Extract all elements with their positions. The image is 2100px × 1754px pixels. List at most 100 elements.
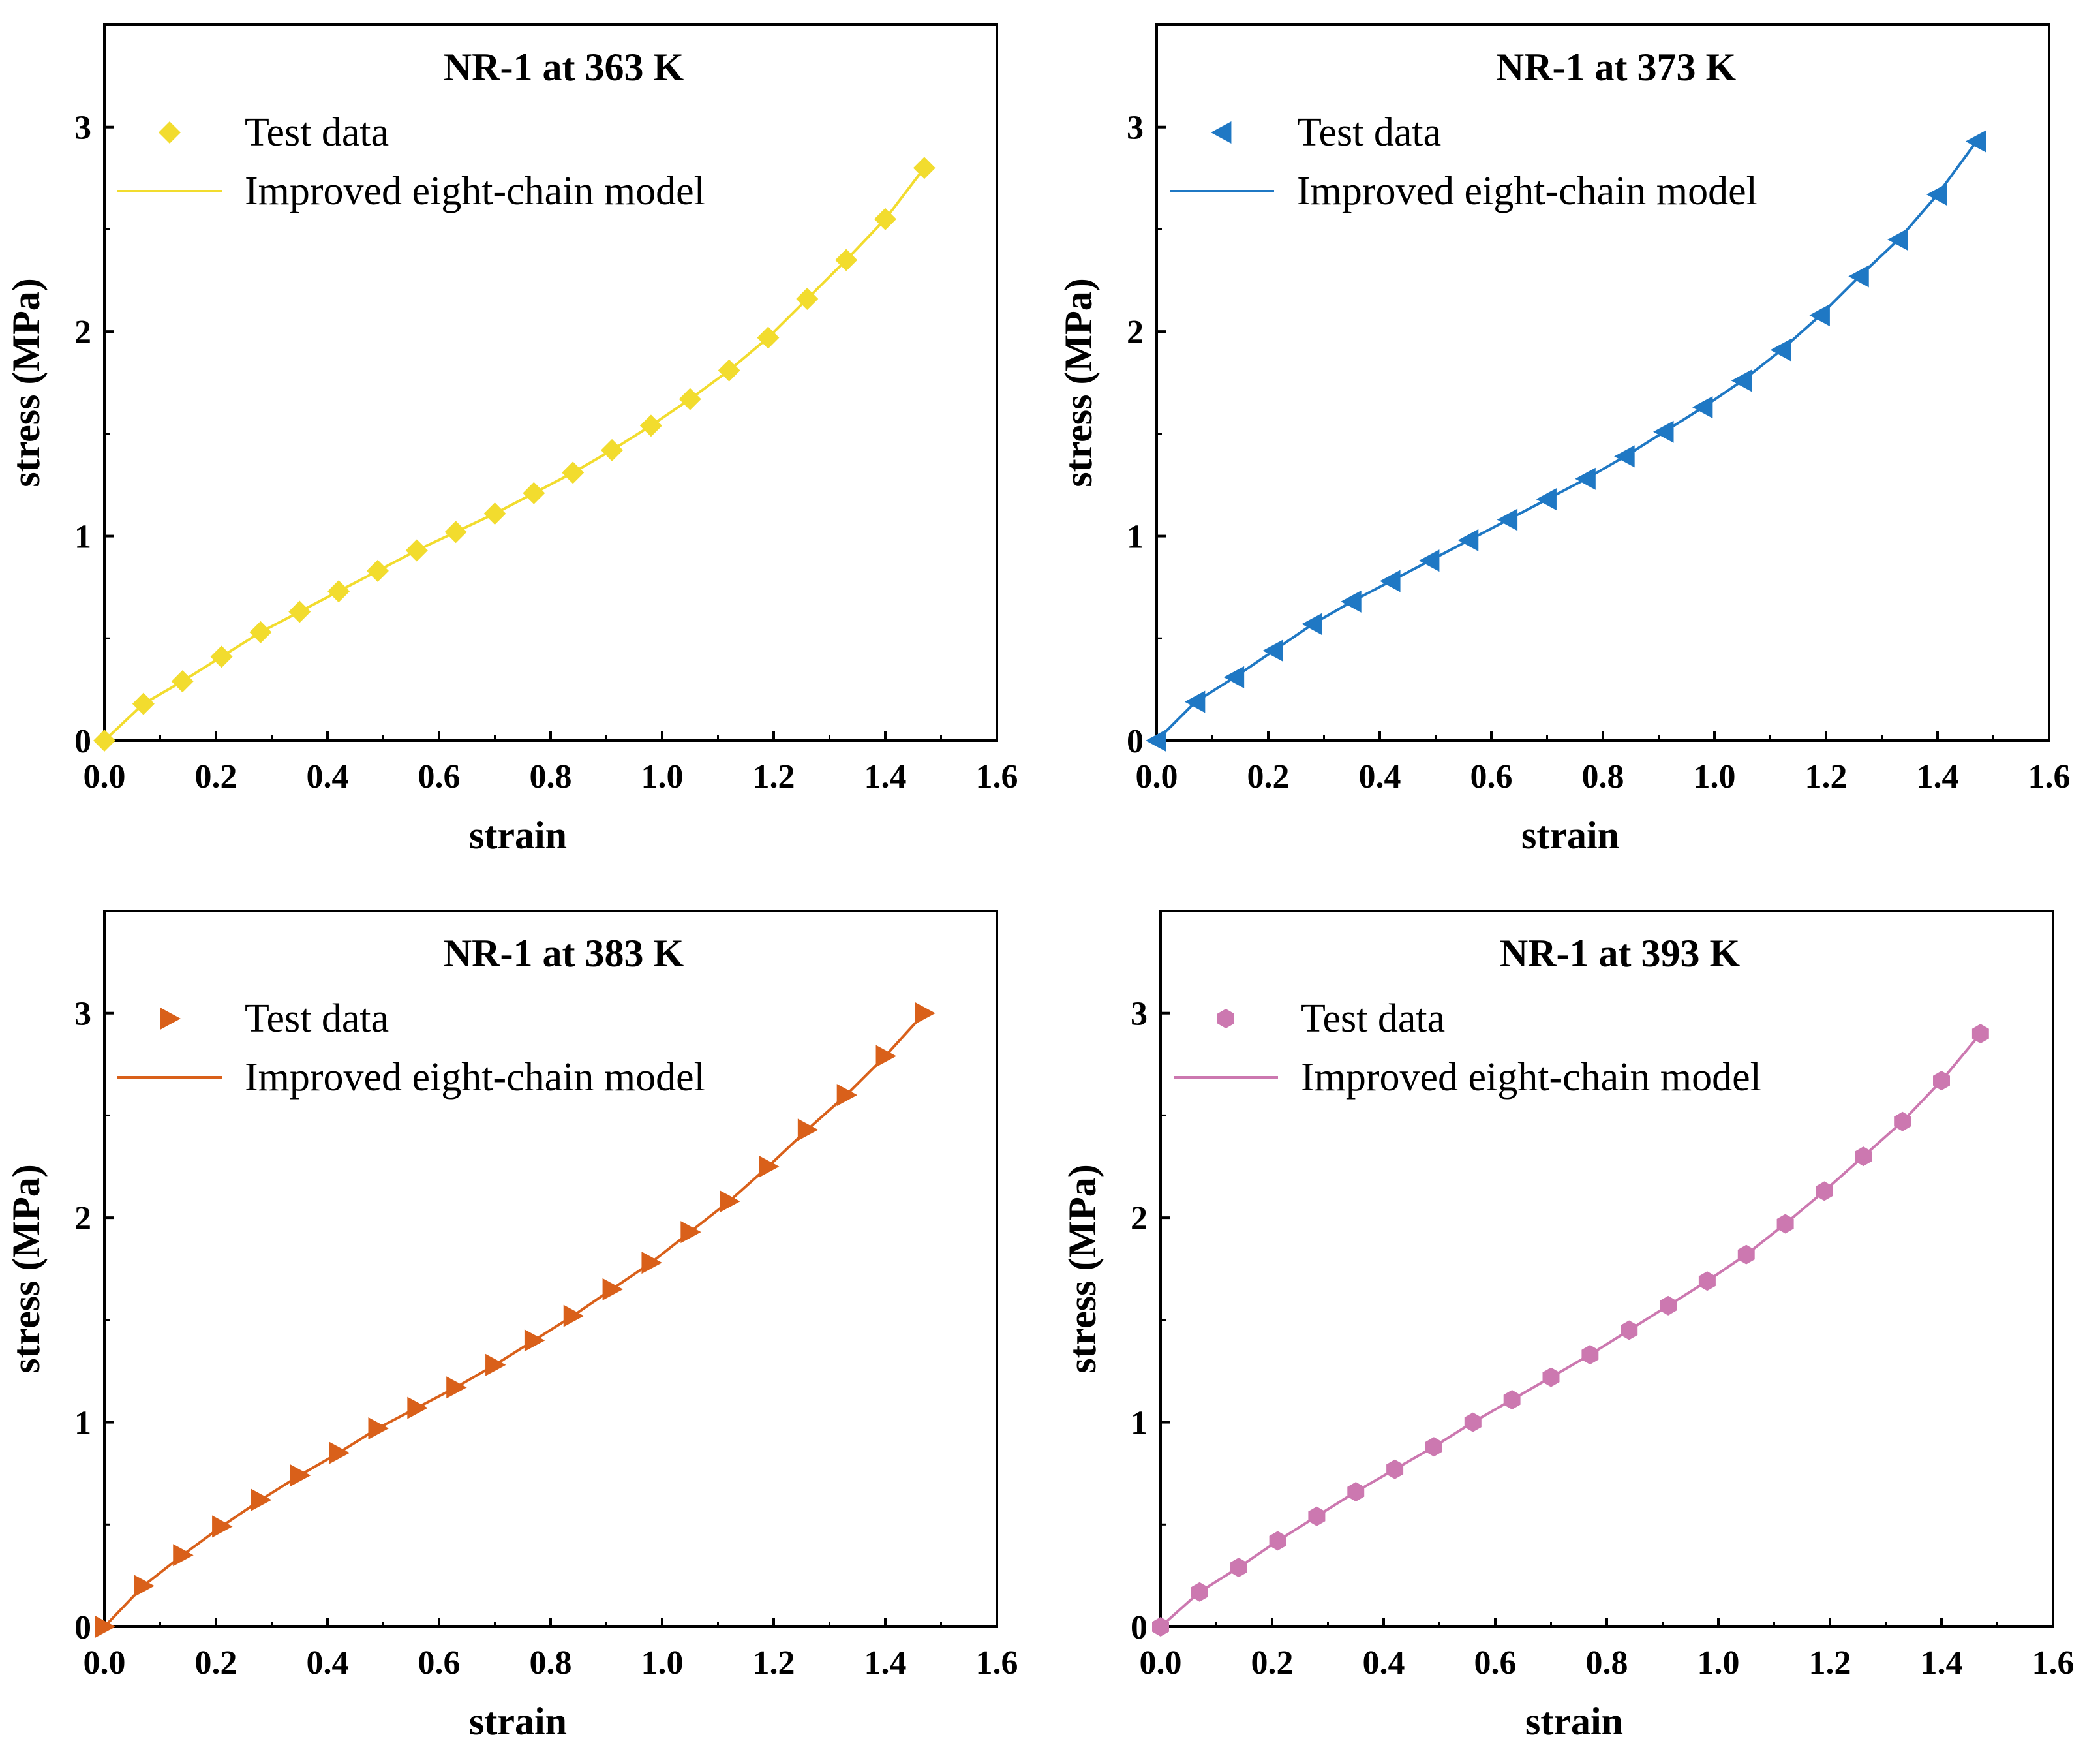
chart-panel-4: 0.0 0.2 0.4 0.6 0.8 1.0 1.2 1.4 1.6 0 1 2 3 strain str… [1061, 910, 2075, 1743]
data-point [95, 1616, 115, 1638]
data-point [288, 600, 311, 623]
data-point [720, 1190, 740, 1213]
data-point [1301, 613, 1322, 636]
data-point [562, 461, 585, 484]
data-point [1497, 508, 1518, 531]
data-point [1425, 1437, 1442, 1457]
data-point [1503, 1390, 1521, 1410]
y-tick-label: 1 [1131, 1405, 1148, 1442]
data-point [1184, 690, 1206, 713]
x-axis-title: strain [1525, 1700, 1623, 1743]
data-point [1347, 1482, 1365, 1502]
data-point [329, 1441, 350, 1464]
data-point [446, 1376, 467, 1399]
data-point [444, 521, 467, 544]
legend-label-model: Improved eight-chain model [245, 169, 705, 213]
data-point [1152, 1617, 1169, 1637]
x-tick-label: 1.4 [1921, 1644, 1963, 1682]
chart-panel-2: 0.0 0.2 0.4 0.6 0.8 1.0 1.2 1.4 1.6 0 1 2 3 strain str… [1057, 23, 2071, 857]
data-point [1262, 639, 1283, 662]
data-point [835, 249, 858, 271]
data-point [1464, 1412, 1482, 1432]
data-point [1776, 1214, 1794, 1234]
model-line [103, 1012, 926, 1628]
panel-title: NR-1 at 393 K [1500, 932, 1741, 975]
data-point [1386, 1459, 1404, 1479]
data-point [1770, 339, 1791, 362]
chart-panel-1: 0.0 0.2 0.4 0.6 0.8 1.0 1.2 1.4 1.6 0 1 2 3 strain str… [5, 23, 1018, 857]
x-tick-label: 1.4 [864, 1644, 907, 1682]
x-axis-title: strain [469, 1700, 567, 1743]
x-tick-label: 1.0 [1694, 758, 1736, 795]
data-point [1660, 1295, 1677, 1316]
y-tick-label: 1 [1127, 519, 1144, 556]
legend-label-test-data: Test data [1297, 110, 1441, 155]
data-point [1191, 1582, 1208, 1602]
data-point [251, 1488, 272, 1511]
data-point [366, 559, 389, 582]
y-tick-label: 0 [74, 723, 91, 760]
data-point [212, 1515, 233, 1538]
data-point [1230, 1558, 1247, 1578]
legend-label-test-data: Test data [245, 996, 389, 1041]
x-tick-label: 0.2 [195, 758, 237, 795]
x-tick-label: 1.4 [1917, 758, 1959, 795]
data-point [210, 645, 233, 668]
data-point [836, 1084, 858, 1107]
y-tick-label: 2 [1127, 314, 1144, 351]
data-point [1269, 1531, 1286, 1551]
x-tick-label: 1.6 [976, 758, 1018, 795]
y-tick-label: 2 [74, 314, 91, 351]
legend-marker [159, 121, 181, 144]
x-tick-label: 1.2 [753, 758, 795, 795]
data-point [483, 502, 506, 525]
panel-title: NR-1 at 383 K [444, 932, 684, 975]
data-point [1614, 445, 1635, 468]
data-point [1965, 130, 1986, 153]
data-point [1887, 228, 1908, 251]
x-tick-label: 1.6 [2028, 758, 2071, 795]
x-tick-label: 0.8 [1586, 1644, 1628, 1682]
data-point [1581, 1345, 1599, 1365]
y-tick-label: 3 [1131, 996, 1148, 1033]
data-point [1380, 570, 1401, 592]
data-point [1809, 304, 1830, 327]
x-tick-label: 1.4 [864, 758, 907, 795]
y-axis-title: stress (MPa) [5, 1164, 48, 1373]
legend-marker [1217, 1009, 1234, 1028]
x-tick-label: 0.4 [307, 758, 349, 795]
data-point [524, 1329, 545, 1352]
legend-label-test-data: Test data [245, 110, 389, 155]
y-tick-label: 2 [1131, 1200, 1148, 1237]
x-tick-label: 0.6 [418, 1644, 461, 1682]
data-point [796, 287, 819, 310]
data-point [1457, 529, 1479, 551]
x-tick-label: 1.6 [976, 1644, 1018, 1682]
y-tick-label: 3 [74, 110, 91, 147]
data-point [1575, 467, 1596, 490]
legend-marker [1211, 121, 1232, 144]
data-point [1816, 1181, 1833, 1201]
x-tick-label: 0.2 [1247, 758, 1290, 795]
data-point [602, 1278, 624, 1300]
data-point [1418, 549, 1440, 572]
x-tick-label: 0.6 [1470, 758, 1513, 795]
y-tick-label: 2 [74, 1200, 91, 1237]
legend-label-model: Improved eight-chain model [1301, 1055, 1761, 1100]
panel-title: NR-1 at 373 K [1496, 46, 1737, 89]
legend-marker [160, 1008, 181, 1030]
x-tick-label: 1.0 [641, 1644, 684, 1682]
x-tick-label: 0.4 [307, 1644, 349, 1682]
data-point [875, 1045, 896, 1068]
data-point [171, 670, 194, 693]
data-point [759, 1155, 780, 1178]
x-tick-label: 0.2 [195, 1644, 237, 1682]
model-line [103, 167, 926, 742]
data-point [1933, 1071, 1950, 1091]
legend-label-test-data: Test data [1301, 996, 1445, 1041]
data-point [523, 482, 545, 504]
x-tick-label: 1.6 [2032, 1644, 2075, 1682]
data-point [1855, 1146, 1872, 1167]
data-point [1971, 1024, 1989, 1044]
legend-label-model: Improved eight-chain model [1297, 169, 1758, 213]
